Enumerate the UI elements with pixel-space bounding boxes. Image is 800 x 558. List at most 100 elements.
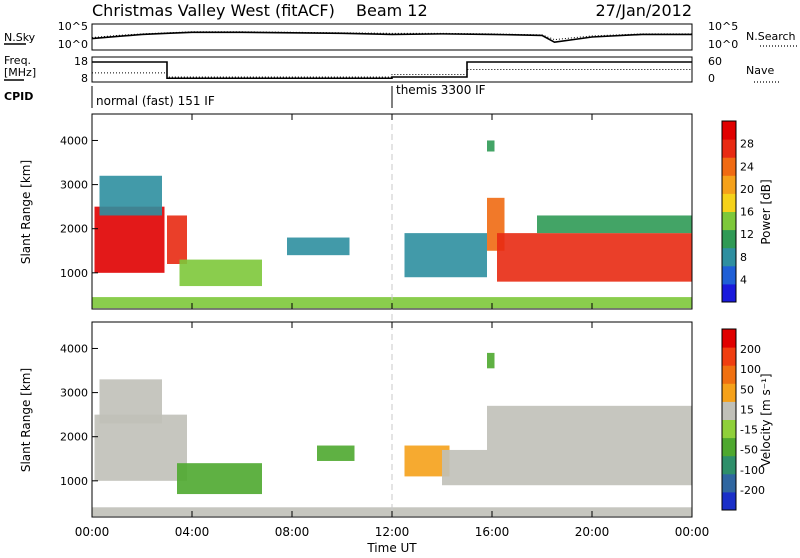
power-region-8 <box>537 215 692 234</box>
velocity-panel: 1000 2000 3000 4000 Slant Range [km] 200 100… <box>19 321 773 518</box>
x-tick-label-2: 08:00 <box>275 525 310 539</box>
nave-label: Nave <box>746 64 774 77</box>
cpid-entry-0: normal (fast) 151 IF <box>96 94 215 108</box>
power-region-2 <box>167 215 187 264</box>
power-ytick-label-2: 3000 <box>60 179 88 192</box>
velocity-colorbar-tick-5: -50 <box>740 444 758 457</box>
velocity-region-2 <box>177 463 262 495</box>
velocity-region-1 <box>99 379 162 424</box>
power-colorbar-tick-6: 4 <box>740 273 747 286</box>
velocity-colorbar-tick-4: -15 <box>740 424 758 437</box>
power-panel: 1000 2000 3000 4000 Slant Range [km] 28 24 20… <box>19 113 773 310</box>
cpid-panel: CPID normal (fast) 151 IF themis 3300 IF <box>4 83 486 108</box>
x-tick-label-6: 00:00 <box>675 525 710 539</box>
n-sky-series <box>91 31 692 44</box>
power-colorbar-seg-5 <box>722 193 736 212</box>
velocity-region-0 <box>94 414 187 481</box>
power-colorbar-seg-6 <box>722 175 736 194</box>
velocity-colorbar-tick-1: 100 <box>740 363 761 376</box>
velocity-colorbar-seg-5 <box>722 401 736 420</box>
velocity-colorbar-tick-7: -200 <box>740 484 765 497</box>
noise-left-tick-top: 10^5 <box>58 20 88 33</box>
power-colorbar-seg-0 <box>722 283 736 303</box>
power-colorbar-seg-1 <box>722 265 736 285</box>
velocity-colorbar-seg-4 <box>722 419 736 439</box>
power-region-7 <box>497 233 692 282</box>
velocity-colorbar-seg-3 <box>722 437 736 457</box>
freq-left-tick-top: 18 <box>74 55 88 68</box>
x-tick-label-0: 00:00 <box>75 525 110 539</box>
velocity-colorbar-seg-8 <box>722 347 736 366</box>
velocity-ytick-label-2: 3000 <box>60 387 88 400</box>
power-ytick-label-0: 1000 <box>60 267 88 280</box>
power-region-1 <box>99 175 162 216</box>
power-ytick-label-1: 2000 <box>60 223 88 236</box>
freq-label-line1: Freq. <box>4 54 31 67</box>
power-colorbar-seg-3 <box>722 229 736 249</box>
velocity-colorbar-frame <box>721 328 737 511</box>
velocity-colorbar-seg-0 <box>722 491 736 511</box>
velocity-colorbar-seg-2 <box>722 455 736 475</box>
power-colorbar-seg-2 <box>722 247 736 267</box>
velocity-region-3 <box>317 445 355 461</box>
nave-right-tick-top: 60 <box>708 55 722 68</box>
power-colorbar-frame <box>721 120 737 303</box>
velocity-colorbar-seg-7 <box>722 365 736 384</box>
x-tick-label-1: 04:00 <box>175 525 210 539</box>
power-region-10 <box>487 140 495 152</box>
x-tick-label-5: 20:00 <box>575 525 610 539</box>
freq-left-tick-bottom: 8 <box>81 72 88 85</box>
power-region-0 <box>94 206 165 273</box>
power-region-9 <box>92 297 692 309</box>
power-colorbar-seg-4 <box>722 211 736 231</box>
velocity-colorbar-label: Velocity [m s⁻¹] <box>759 373 773 466</box>
velocity-ytick-label-0: 1000 <box>60 475 88 488</box>
power-colorbar-tick-1: 24 <box>740 160 754 173</box>
beam-label: Beam 12 <box>356 1 428 20</box>
velocity-region-5 <box>442 449 487 486</box>
power-colorbar-tick-2: 20 <box>740 183 754 196</box>
power-colorbar-tick-0: 28 <box>740 138 754 151</box>
power-colorbar-tick-5: 8 <box>740 251 747 264</box>
power-ylabel: Slant Range [km] <box>19 160 33 264</box>
cpid-label: CPID <box>4 90 33 103</box>
power-region-4 <box>287 237 350 256</box>
velocity-colorbar-tick-2: 50 <box>740 383 754 396</box>
date-label: 27/Jan/2012 <box>595 1 692 20</box>
power-region-5 <box>404 233 487 278</box>
nave-series <box>92 69 692 78</box>
power-ytick-label-3: 4000 <box>60 134 88 147</box>
velocity-colorbar-tick-6: -100 <box>740 464 765 477</box>
freq-series <box>92 61 692 80</box>
noise-panel: N.Sky 10^5 10^0 10^5 10^0 N.Search <box>4 20 798 51</box>
power-colorbar-label: Power [dB] <box>759 179 773 244</box>
x-axis-label: Time UT <box>366 541 417 554</box>
noise-right-tick-bottom: 10^0 <box>708 38 738 51</box>
noise-panel-frame <box>91 23 693 51</box>
power-colorbar-seg-9 <box>722 121 736 140</box>
velocity-colorbar-seg-9 <box>722 329 736 348</box>
power-colorbar-seg-7 <box>722 157 736 176</box>
power-region-3 <box>179 259 262 287</box>
noise-left-tick-bottom: 10^0 <box>58 38 88 51</box>
n-search-label: N.Search <box>746 30 796 43</box>
x-tick-label-3: 12:00 <box>375 525 410 539</box>
x-tick-label-4: 16:00 <box>475 525 510 539</box>
power-colorbar-seg-8 <box>722 139 736 158</box>
noise-right-tick-top: 10^5 <box>708 20 738 33</box>
freq-label-line2: [MHz] <box>4 66 36 79</box>
velocity-ytick-label-1: 2000 <box>60 431 88 444</box>
velocity-colorbar-tick-0: 200 <box>740 343 761 356</box>
velocity-region-6 <box>487 405 692 486</box>
frequency-panel-frame <box>91 56 693 83</box>
power-colorbar-tick-4: 12 <box>740 228 754 241</box>
velocity-colorbar-tick-3: 15 <box>740 403 754 416</box>
velocity-region-8 <box>487 352 495 369</box>
velocity-ylabel: Slant Range [km] <box>19 368 33 472</box>
velocity-colorbar-seg-6 <box>722 383 736 402</box>
velocity-colorbar-seg-1 <box>722 473 736 493</box>
n-sky-label: N.Sky <box>4 31 36 44</box>
station-title: Christmas Valley West (fitACF) <box>92 1 335 20</box>
